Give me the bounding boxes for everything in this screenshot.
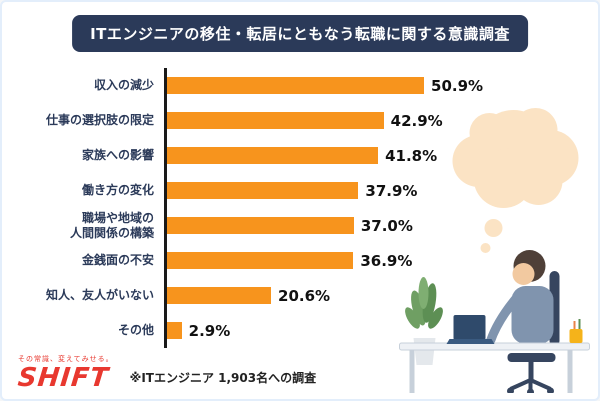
bar-track: 37.0% [164,208,470,243]
category-label: その他 [117,323,154,337]
bar-track: 50.9% [164,68,483,103]
category-label: 金銭面の不安 [81,253,154,267]
chart-row: その他 2.9% [18,313,470,348]
bar-track: 2.9% [164,313,470,348]
chart-row: 金銭面の不安 36.9% [18,243,470,278]
person-at-desk-illustration [399,108,590,393]
thought-bubble-icon [452,108,579,253]
value-label: 2.9% [188,321,231,340]
chart-row: 仕事の選択肢の限定 42.9% [18,103,470,138]
value-label: 20.6% [278,286,331,305]
bar-track: 41.8% [164,138,470,173]
pencil-cup-icon [569,319,583,343]
chart-row: 働き方の変化 37.9% [18,173,470,208]
bar-track: 36.9% [164,243,470,278]
category-label: 働き方の変化 [81,183,154,197]
chart-row: 収入の減少 50.9% [18,68,483,103]
bar-track: 20.6% [164,278,470,313]
bar [167,252,354,269]
bar [167,147,379,164]
value-label: 50.9% [431,76,484,95]
laptop-icon [446,315,495,344]
page-title: ITエンジニアの移住・転居にともなう転職に関する意識調査 [72,15,528,52]
plant-icon [405,277,443,365]
category-label: 仕事の選択肢の限定 [45,113,154,127]
value-label: 37.0% [360,216,413,235]
logo-text: SHIFT [16,363,111,393]
chart-row: 知人、友人がいない 20.6% [18,278,470,313]
footer: その常識、変えてみせる。 SHIFT ※ITエンジニア 1,903名への調査 [16,355,317,394]
category-label: 知人、友人がいない [45,288,154,302]
value-label: 36.9% [360,251,413,270]
bar [167,287,272,304]
bar-track: 37.9% [164,173,470,208]
bar-chart: 収入の減少 50.9% 仕事の選択肢の限定 42.9% 家族への影響 41.8% 働き方の変… [18,68,483,348]
bar-track: 42.9% [164,103,470,138]
shift-logo: その常識、変えてみせる。 SHIFT [16,355,114,394]
chair-icon [507,353,556,393]
category-label: 収入の減少 [93,78,154,92]
bar [167,77,425,94]
value-label: 42.9% [390,111,443,130]
value-label: 37.9% [365,181,418,200]
value-label: 41.8% [385,146,438,165]
desk-icon [399,342,590,393]
category-label: 職場や地域の 人間関係の構築 [69,210,154,240]
bar [167,182,359,199]
survey-note: ※ITエンジニア 1,903名への調査 [129,371,317,385]
chart-row: 職場や地域の 人間関係の構築 37.0% [18,208,470,243]
bar [167,217,354,234]
chart-row: 家族への影響 41.8% [18,138,470,173]
bar [167,322,182,339]
person-icon [486,250,554,346]
logo-tagline: その常識、変えてみせる。 [18,355,114,363]
bar [167,112,384,129]
category-label: 家族への影響 [81,148,154,162]
